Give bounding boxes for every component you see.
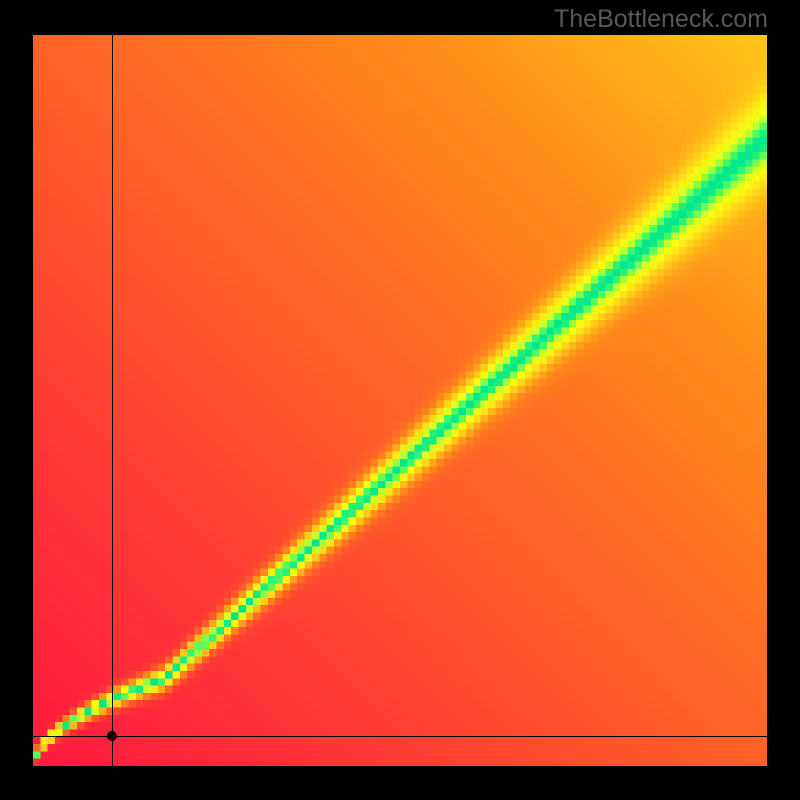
crosshair-vertical xyxy=(112,35,113,766)
watermark-text: TheBottleneck.com xyxy=(554,5,768,34)
chart-container: TheBottleneck.com xyxy=(0,0,800,800)
crosshair-marker xyxy=(107,731,117,741)
crosshair-horizontal xyxy=(33,736,767,737)
bottleneck-heatmap xyxy=(33,35,767,766)
